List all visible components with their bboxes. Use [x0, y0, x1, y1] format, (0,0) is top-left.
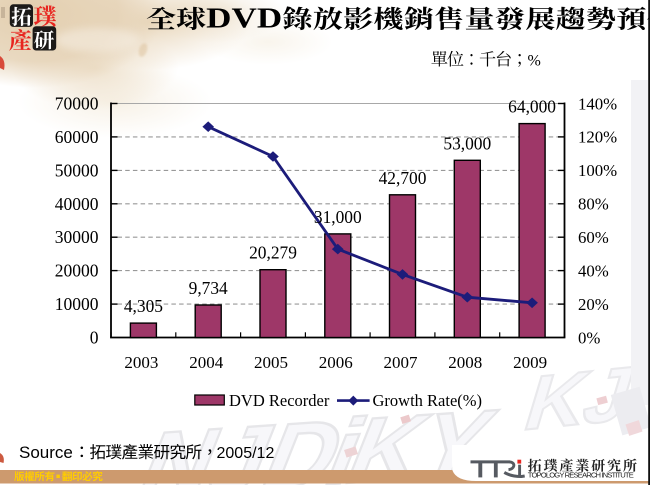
svg-text:2004: 2004 [189, 353, 224, 372]
svg-text:42,700: 42,700 [379, 168, 427, 188]
svg-text:0: 0 [90, 328, 99, 348]
svg-text:2009: 2009 [513, 353, 547, 372]
svg-text:20,279: 20,279 [249, 243, 297, 263]
svg-text:2005/12: 2005/12 [217, 445, 275, 462]
svg-text:TOPOLOGY RESEARCH INSTITUTE: TOPOLOGY RESEARCH INSTITUTE [528, 471, 634, 480]
svg-text:2007: 2007 [384, 353, 419, 372]
svg-text:70000: 70000 [55, 94, 99, 114]
svg-text:DVD: DVD [206, 3, 282, 35]
svg-text:2006: 2006 [319, 353, 353, 372]
svg-text:20%: 20% [578, 295, 609, 314]
svg-text:0%: 0% [578, 328, 600, 347]
svg-text:60%: 60% [578, 228, 609, 247]
svg-text:30000: 30000 [55, 227, 99, 247]
svg-text:100%: 100% [578, 161, 617, 180]
svg-text:DVD Recorder: DVD Recorder [229, 391, 330, 410]
svg-text:140%: 140% [578, 94, 617, 113]
svg-text:80%: 80% [578, 195, 609, 214]
svg-text:31,000: 31,000 [314, 207, 362, 227]
svg-text:9,734: 9,734 [189, 278, 228, 298]
svg-text:Source: Source [19, 443, 73, 462]
svg-text:53,000: 53,000 [443, 133, 491, 153]
svg-text:Growth Rate(%): Growth Rate(%) [373, 391, 483, 410]
svg-text:2008: 2008 [448, 353, 482, 372]
svg-text:10000: 10000 [55, 294, 99, 314]
svg-text:120%: 120% [578, 128, 617, 147]
svg-text:2003: 2003 [124, 353, 158, 372]
svg-text:20000: 20000 [55, 261, 99, 281]
svg-text:60000: 60000 [55, 127, 99, 147]
svg-text:40000: 40000 [55, 194, 99, 214]
svg-text:50000: 50000 [55, 160, 99, 180]
svg-text:4,305: 4,305 [124, 296, 163, 316]
svg-text:%: % [528, 52, 541, 69]
svg-text:64,000: 64,000 [508, 97, 556, 117]
svg-text:40%: 40% [578, 261, 609, 280]
svg-text:2005: 2005 [254, 353, 288, 372]
